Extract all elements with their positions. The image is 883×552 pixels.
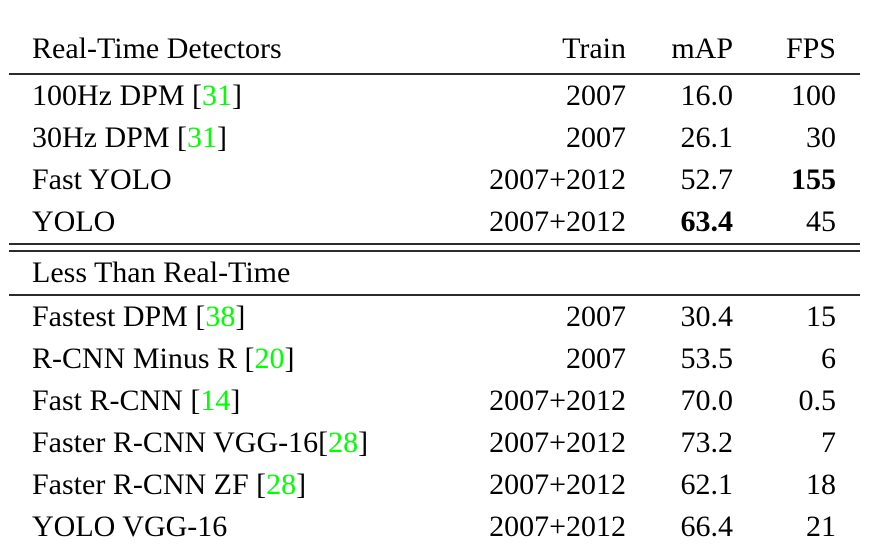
detector-name-cell: Faster R-CNN ZF [28]	[32, 464, 466, 506]
fps-cell: 7	[821, 426, 836, 459]
table-row: Faster R-CNN VGG-16[28] 2007+2012 73.2 7	[9, 422, 860, 464]
train-cell: 2007	[566, 121, 626, 154]
citation-bracket: ]	[284, 342, 295, 375]
detector-label: 100Hz DPM [	[32, 79, 202, 112]
column-header-fps: FPS	[785, 32, 836, 65]
detector-name-cell: YOLO VGG-16	[32, 506, 466, 548]
empty-cell	[626, 252, 733, 294]
table-row: Faster R-CNN ZF [28] 2007+2012 62.1 18	[9, 464, 860, 506]
fps-cell: 100	[791, 79, 836, 112]
train-cell: 2007+2012	[489, 163, 626, 196]
fps-cell: 45	[806, 205, 836, 238]
citation-link[interactable]: 14	[200, 384, 231, 417]
table-row: YOLO VGG-16 2007+2012 66.4 21	[9, 506, 860, 548]
map-cell: 63.4	[680, 205, 734, 238]
fps-cell: 15	[806, 300, 836, 333]
map-cell: 30.4	[680, 300, 734, 333]
map-cell: 53.5	[680, 342, 734, 375]
fps-cell: 30	[806, 121, 836, 154]
map-cell: 16.0	[680, 79, 734, 112]
column-header-train: Train	[562, 32, 626, 65]
detector-label: Faster R-CNN VGG-16[	[32, 426, 329, 459]
detector-label: YOLO VGG-16	[32, 510, 228, 543]
table-row: 100Hz DPM [31] 2007 16.0 100	[9, 75, 860, 117]
empty-cell	[466, 252, 626, 294]
citation-link[interactable]: 31	[202, 79, 232, 112]
column-header-detectors: Real-Time Detectors	[32, 32, 282, 65]
detector-name-cell: R-CNN Minus R [20]	[32, 338, 466, 380]
fps-cell: 18	[806, 468, 836, 501]
section-header-less-than-realtime: Less Than Real-Time	[9, 250, 860, 296]
detector-label: Fast R-CNN [	[32, 384, 201, 417]
citation-link[interactable]: 28	[328, 426, 359, 459]
citation-link[interactable]: 31	[187, 121, 217, 154]
citation-bracket: ]	[230, 384, 241, 417]
map-cell: 66.4	[680, 510, 734, 543]
detector-label: Fast YOLO	[32, 163, 172, 196]
citation-bracket: ]	[232, 79, 242, 112]
detector-name-cell: Fastest DPM [38]	[32, 296, 466, 338]
fps-cell: 21	[806, 510, 836, 543]
table-row: 30Hz DPM [31] 2007 26.1 30	[9, 117, 860, 159]
detector-label: 30Hz DPM [	[32, 121, 187, 154]
detector-label: Fastest DPM [	[32, 300, 206, 333]
map-cell: 73.2	[680, 426, 734, 459]
train-cell: 2007	[566, 300, 626, 333]
citation-link[interactable]: 38	[205, 300, 236, 333]
table-row: Fastest DPM [38] 2007 30.4 15	[9, 296, 860, 338]
table-row: R-CNN Minus R [20] 2007 53.5 6	[9, 338, 860, 380]
citation-bracket: ]	[217, 121, 227, 154]
detector-name-cell: YOLO	[32, 201, 466, 243]
detector-name-cell: 100Hz DPM [31]	[32, 75, 466, 117]
map-cell: 70.0	[680, 384, 734, 417]
table-header-row: Real-Time Detectors Train mAP FPS	[9, 27, 860, 75]
realtime-section: 100Hz DPM [31] 2007 16.0 100 30Hz DPM [3…	[9, 75, 860, 245]
less-than-realtime-section: Fastest DPM [38] 2007 30.4 15 R-CNN Minu…	[9, 296, 860, 548]
map-cell: 26.1	[680, 121, 734, 154]
detector-name-cell: Fast R-CNN [14]	[32, 380, 466, 422]
train-cell: 2007+2012	[489, 205, 626, 238]
detector-name-cell: Faster R-CNN VGG-16[28]	[32, 422, 466, 464]
column-header-map: mAP	[671, 32, 733, 65]
table-row: Fast R-CNN [14] 2007+2012 70.0 0.5	[9, 380, 860, 422]
train-cell: 2007+2012	[489, 384, 626, 417]
train-cell: 2007+2012	[489, 426, 626, 459]
citation-bracket: ]	[296, 468, 307, 501]
citation-bracket: ]	[358, 426, 369, 459]
map-cell: 62.1	[680, 468, 734, 501]
fps-cell: 155	[791, 163, 836, 196]
train-cell: 2007	[566, 342, 626, 375]
section-title-label: Less Than Real-Time	[32, 256, 291, 289]
train-cell: 2007	[566, 79, 626, 112]
fps-cell: 6	[821, 342, 836, 375]
citation-link[interactable]: 28	[266, 468, 297, 501]
detector-label: YOLO	[32, 205, 116, 238]
citation-link[interactable]: 20	[254, 342, 285, 375]
detector-comparison-table: Real-Time Detectors Train mAP FPS 100Hz …	[9, 27, 860, 548]
citation-bracket: ]	[235, 300, 246, 333]
detector-name-cell: 30Hz DPM [31]	[32, 117, 466, 159]
map-cell: 52.7	[680, 163, 734, 196]
fps-cell: 0.5	[798, 384, 837, 417]
train-cell: 2007+2012	[489, 510, 626, 543]
detector-name-cell: Fast YOLO	[32, 159, 466, 201]
detector-label: R-CNN Minus R [	[32, 342, 255, 375]
table-row: YOLO 2007+2012 63.4 45	[9, 201, 860, 243]
detector-label: Faster R-CNN ZF [	[32, 468, 267, 501]
train-cell: 2007+2012	[489, 468, 626, 501]
table-row: Fast YOLO 2007+2012 52.7 155	[9, 159, 860, 201]
empty-cell	[733, 252, 836, 294]
